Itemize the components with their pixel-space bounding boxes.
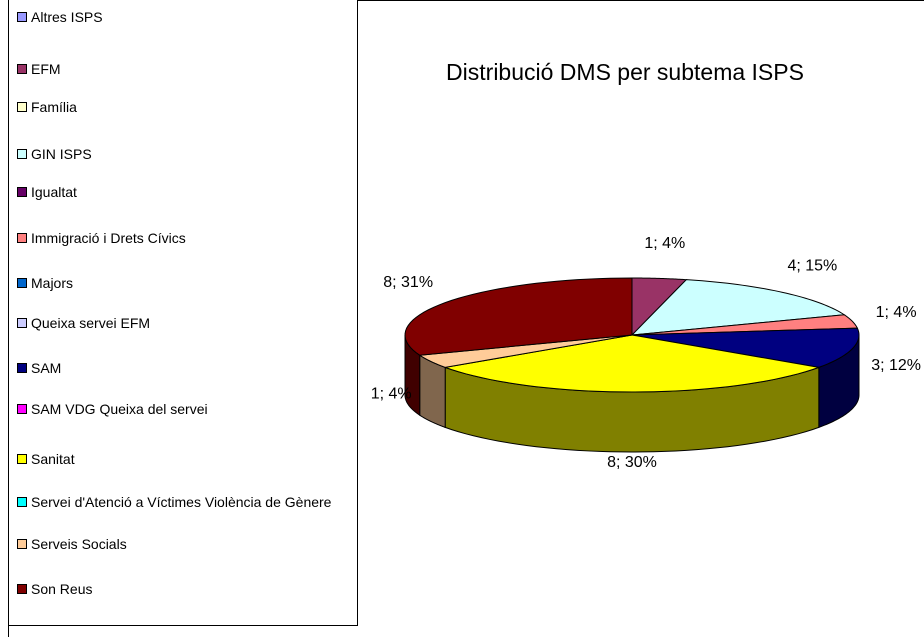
legend-item: Son Reus	[17, 580, 337, 599]
legend-swatch	[17, 12, 27, 22]
legend-item: SAM VDG Queixa del servei	[17, 400, 337, 419]
slice	[418, 334, 633, 368]
legend-item: Igualtat	[17, 183, 337, 202]
legend-item: Servei d'Atenció a Víctimes Violència de…	[17, 493, 337, 512]
legend-item: Immigració i Drets Cívics	[17, 229, 337, 248]
legend-label: Altres ISPS	[31, 9, 103, 25]
legend-swatch	[17, 454, 27, 464]
legend-swatch	[17, 149, 27, 159]
chart-title: Distribució DMS per subtema ISPS	[446, 59, 804, 85]
legend-item: EFM	[17, 60, 337, 79]
legend-swatch	[17, 539, 27, 549]
legend-label: Queixa servei EFM	[31, 315, 151, 331]
slice	[630, 279, 846, 336]
legend-label: Igualtat	[31, 184, 77, 200]
legend-label: Immigració i Drets Cívics	[31, 230, 186, 246]
data-label: 4; 15%	[787, 257, 837, 274]
legend-label: SAM	[31, 360, 62, 376]
data-label: 1; 4%	[371, 386, 412, 403]
legend-swatch	[17, 404, 27, 414]
legend-swatch	[17, 278, 27, 288]
legend-label: Son Reus	[31, 581, 93, 597]
legend-swatch	[17, 233, 27, 243]
legend-label: Majors	[31, 275, 74, 291]
slice	[445, 334, 819, 393]
legend-label: EFM	[31, 61, 61, 77]
slice	[631, 327, 860, 368]
legend-label: Família	[31, 99, 77, 115]
legend-label: Serveis Socials	[31, 536, 127, 552]
data-label: 1; 4%	[876, 304, 917, 321]
data-label: 1; 4%	[644, 235, 685, 252]
legend: Altres ISPS EFM Família GIN ISPS Igualtat Imm…	[8, 0, 358, 626]
legend-item: Altres ISPS	[17, 8, 337, 27]
legend-item: Majors	[17, 274, 337, 293]
legend-item: Família	[17, 98, 337, 117]
data-label: 8; 31%	[383, 274, 433, 291]
legend-item: GIN ISPS	[17, 145, 337, 164]
slice	[404, 277, 633, 356]
legend-item: Serveis Socials	[17, 535, 337, 554]
data-label: 3; 12%	[871, 357, 921, 374]
data-label: 8; 30%	[607, 454, 657, 471]
legend-swatch	[17, 64, 27, 74]
legend-item: Queixa servei EFM	[17, 314, 337, 333]
legend-item: SAM	[17, 359, 337, 378]
legend-label: SAM VDG Queixa del servei	[31, 401, 208, 417]
legend-swatch	[17, 187, 27, 197]
legend-label: Sanitat	[31, 451, 75, 467]
legend-label: GIN ISPS	[31, 146, 92, 162]
legend-swatch	[17, 102, 27, 112]
legend-item: Sanitat	[17, 450, 337, 469]
slice	[631, 314, 859, 336]
legend-label: Servei d'Atenció a Víctimes Violència de…	[31, 494, 332, 510]
legend-swatch	[17, 584, 27, 594]
legend-swatch	[17, 318, 27, 328]
legend-swatch	[17, 363, 27, 373]
legend-swatch	[17, 497, 27, 507]
